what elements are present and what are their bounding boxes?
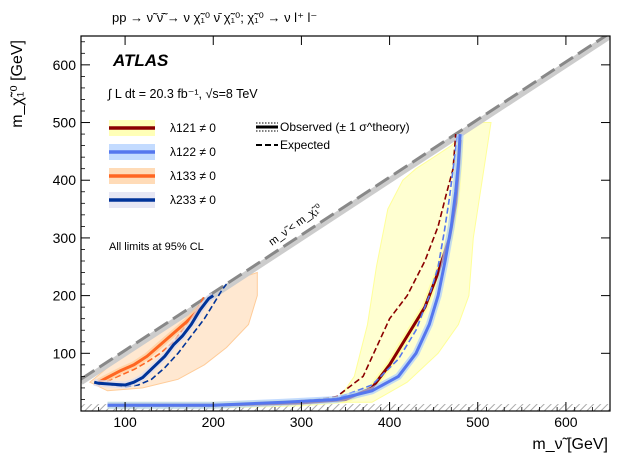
legend-label-3: λ233 ≠ 0: [170, 193, 216, 207]
x-tick-label: 200: [202, 414, 226, 430]
x-tick-label: 400: [378, 414, 402, 430]
axis-ticks: 100 200 300 400 500 600 100 200 300 400 500 600: [53, 36, 611, 430]
x-tick-label: 100: [113, 414, 137, 430]
observed-curve-2: [97, 303, 206, 384]
observed-legend-label: Observed (± 1 σ^theory): [280, 120, 410, 134]
y-tick-label: 500: [53, 115, 77, 131]
chart-title: pp → ν̃ ν̃̄ → ν χ̃₁⁰ ν̄ χ̃₁⁰; χ̃₁⁰ → ν l…: [112, 10, 317, 25]
diagonal-band: [81, 36, 610, 385]
y-tick-label: 400: [53, 172, 77, 188]
expected-curve-3: [98, 283, 228, 388]
cl-note: All limits at 95% CL: [109, 241, 204, 253]
x-tick-label: 500: [466, 414, 490, 430]
observed-curve-1: [107, 134, 462, 407]
y-axis-label: m_χ̃₁⁰ [GeV]: [9, 40, 26, 128]
style-legend: Observed (± 1 σ^theory) Expected: [256, 120, 410, 152]
diagonal-line: [81, 36, 609, 381]
y-tick-label: 100: [53, 345, 77, 361]
legend-label-2: λ133 ≠ 0: [170, 169, 216, 183]
expected-legend-label: Expected: [280, 138, 330, 152]
legend: λ121 ≠ 0 λ122 ≠ 0 λ133 ≠ 0 λ233 ≠ 0: [109, 120, 216, 208]
legend-label-0: λ121 ≠ 0: [170, 121, 216, 135]
y-tick-label: 600: [53, 57, 77, 73]
lumi-label: ∫ L dt = 20.3 fb⁻¹, √s=8 TeV: [107, 87, 258, 101]
y-tick-label: 300: [53, 230, 77, 246]
plot-area: [81, 36, 610, 411]
legend-label-1: λ122 ≠ 0: [170, 145, 216, 159]
atlas-label: ATLAS: [112, 51, 169, 70]
x-tick-label: 300: [290, 414, 314, 430]
x-axis-label: m_ν̃ [GeV]: [532, 436, 608, 453]
x-tick-label: 600: [554, 414, 578, 430]
y-tick-label: 200: [53, 288, 77, 304]
observed-curve-3: [93, 294, 215, 387]
